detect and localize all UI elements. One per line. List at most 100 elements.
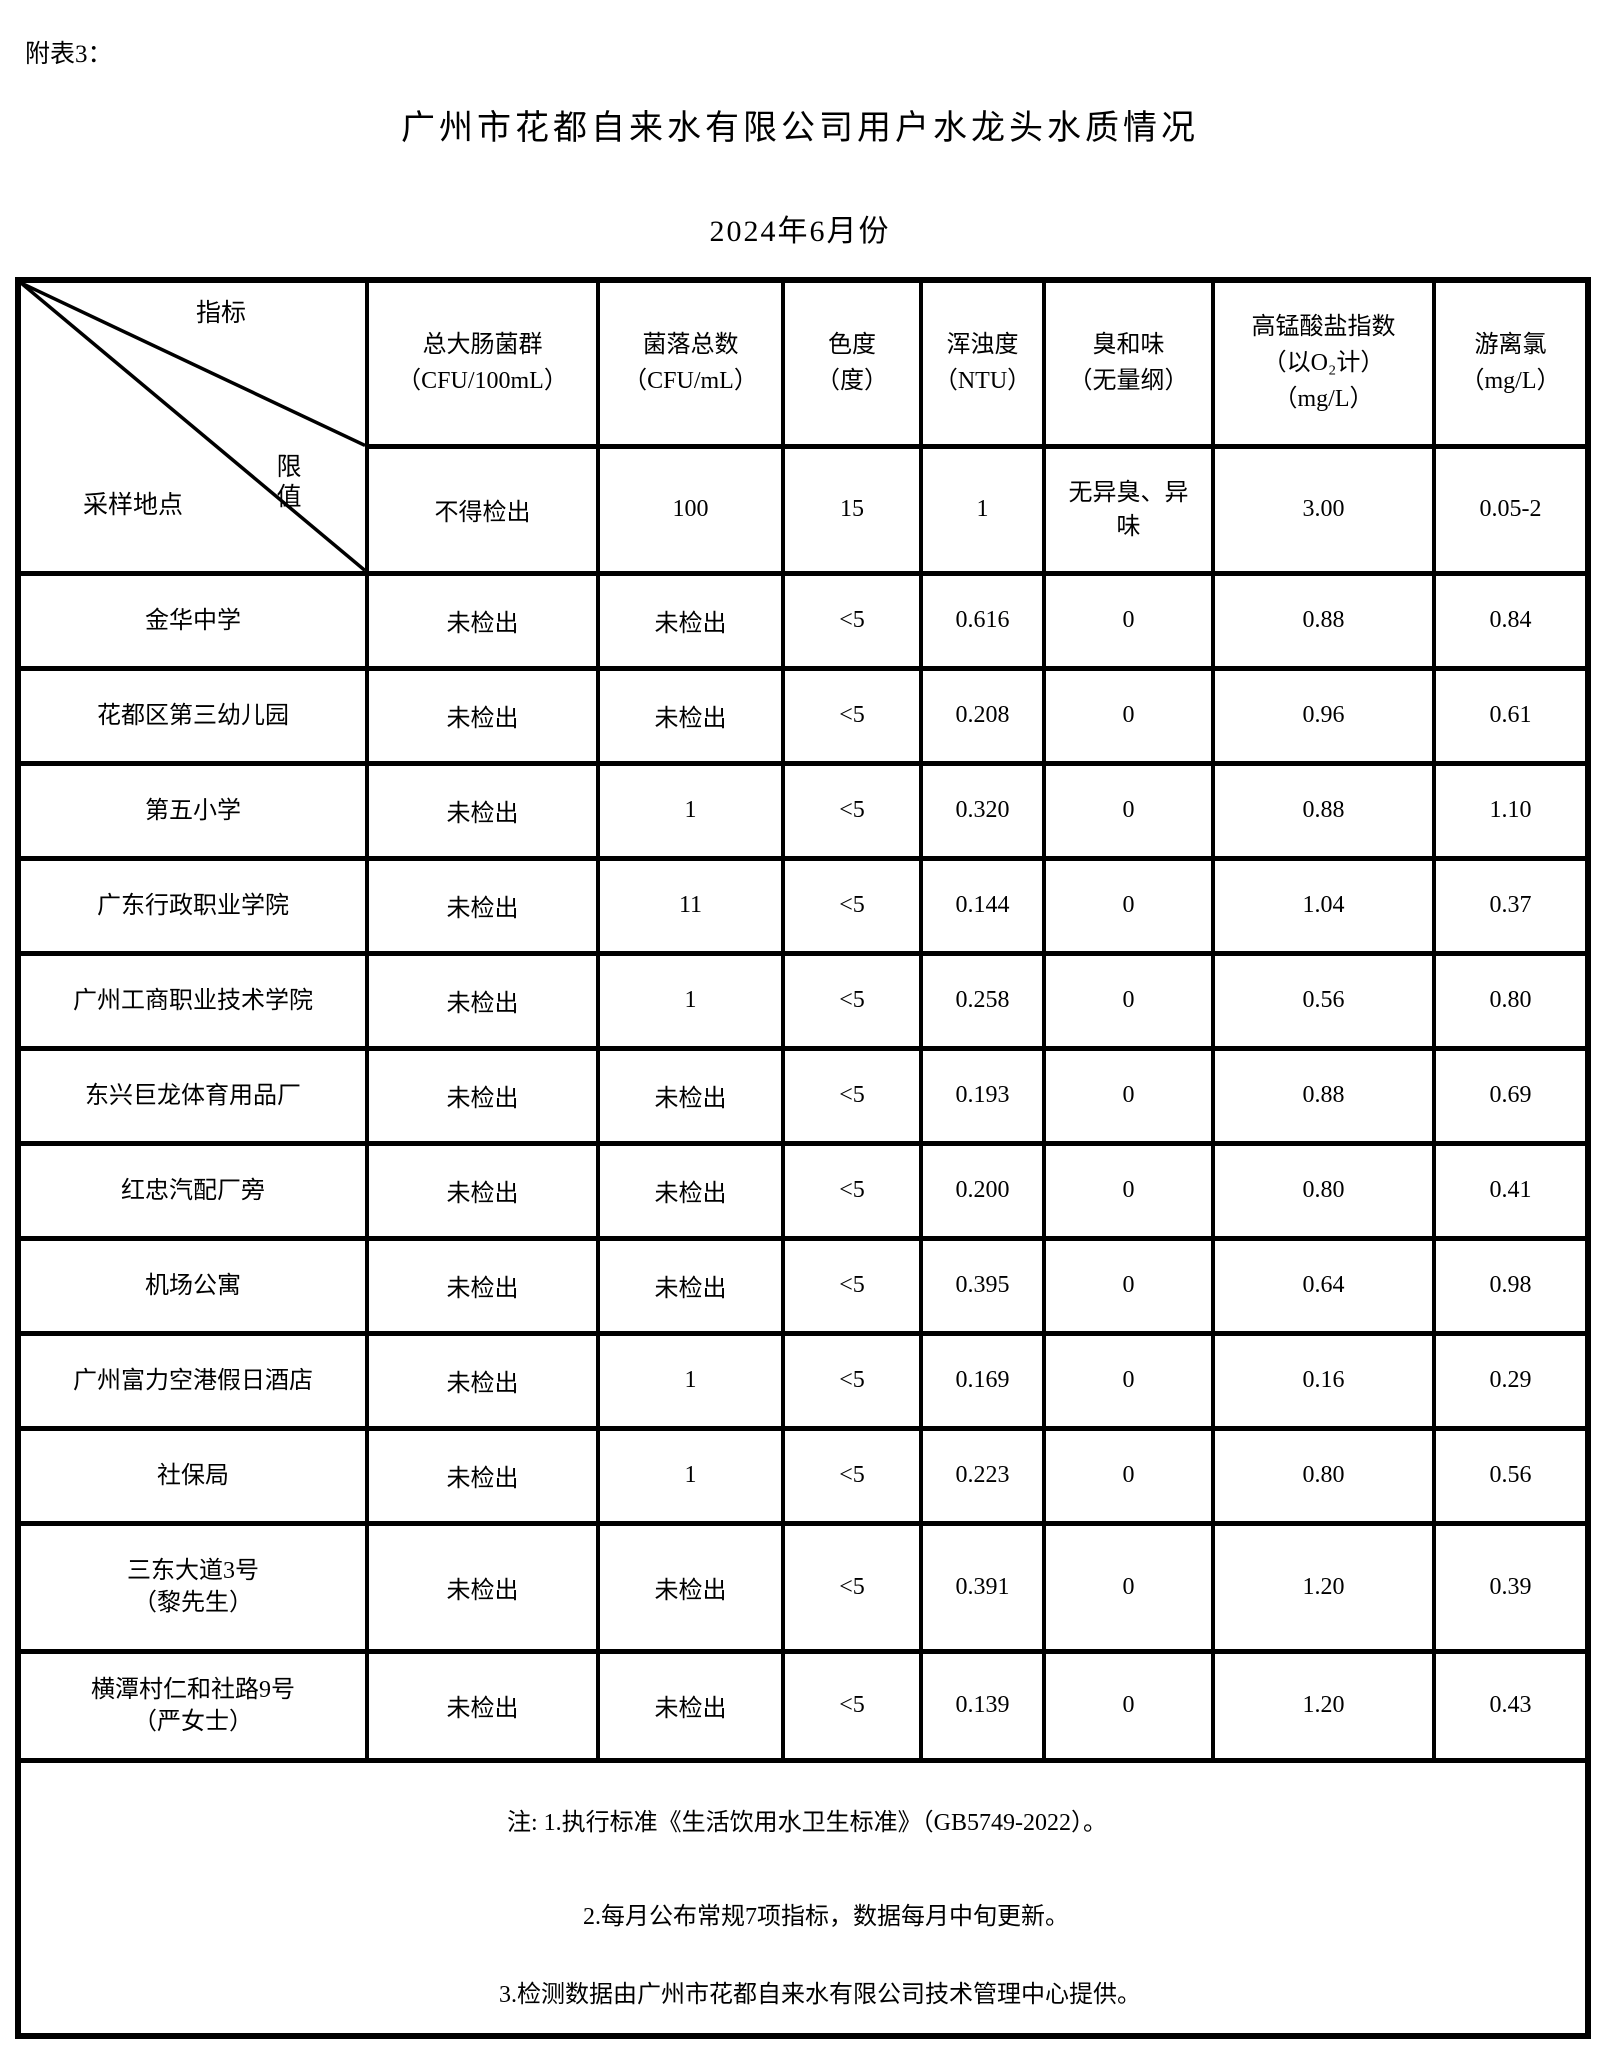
data-cell: 0.64 xyxy=(1211,1235,1436,1336)
location-name: 三东大道3号 xyxy=(127,1558,259,1584)
data-cell: 未检出 xyxy=(365,855,600,956)
data-cell: 0.139 xyxy=(919,1648,1046,1763)
limit-cell: 0.05-2 xyxy=(1432,443,1590,576)
header-row: 指标 限值 采样地点 总大肠菌群 （CFU/100mL） 菌落总数 （CFU/m… xyxy=(16,277,1590,576)
data-cell: <5 xyxy=(781,1648,923,1763)
data-cell: <5 xyxy=(781,665,923,766)
column-header-line: （mg/L） xyxy=(1460,368,1561,395)
table-row: 东兴巨龙体育用品厂 未检出 未检出 <5 0.193 0 0.88 0.69 xyxy=(16,1045,1590,1146)
data-cell: 未检出 xyxy=(596,665,785,766)
data-cell: 1 xyxy=(596,1330,785,1431)
data-cell: 0.56 xyxy=(1211,950,1436,1051)
note-line: 3.检测数据由广州市花都自来水有限公司技术管理中心提供。 xyxy=(499,1981,1141,2008)
data-cell: <5 xyxy=(781,570,923,671)
data-cell: 0.98 xyxy=(1432,1235,1590,1336)
column-header-line: （NTU） xyxy=(933,368,1032,395)
data-cell: 未检出 xyxy=(596,1648,785,1763)
data-cell: 未检出 xyxy=(365,1045,600,1146)
data-cell: 0.320 xyxy=(919,760,1046,861)
table-row: 广州富力空港假日酒店 未检出 1 <5 0.169 0 0.16 0.29 xyxy=(16,1330,1590,1431)
data-cell: 0.80 xyxy=(1432,950,1590,1051)
data-cell: 1.20 xyxy=(1211,1648,1436,1763)
location-cell: 三东大道3号 （黎先生） xyxy=(16,1520,369,1654)
data-cell: 0.193 xyxy=(919,1045,1046,1146)
location-cell: 广东行政职业学院 xyxy=(16,855,369,956)
data-cell: 1.04 xyxy=(1211,855,1436,956)
data-cell: 0 xyxy=(1042,1045,1215,1146)
column-header-line: 游离氯 xyxy=(1474,332,1547,359)
data-cell: <5 xyxy=(781,1045,923,1146)
limit-cell: 不得检出 xyxy=(365,443,600,576)
data-cell: 0 xyxy=(1042,570,1215,671)
data-cell: 0.88 xyxy=(1211,760,1436,861)
limit-cell: 无异臭、异味 xyxy=(1042,443,1215,576)
column-header-line: （无量纲） xyxy=(1068,368,1189,395)
limit-cell: 1 xyxy=(919,443,1046,576)
data-cell: 0.208 xyxy=(919,665,1046,766)
table-row: 第五小学 未检出 1 <5 0.320 0 0.88 1.10 xyxy=(16,760,1590,861)
table-row: 三东大道3号 （黎先生） 未检出 未检出 <5 0.391 0 1.20 0.3… xyxy=(16,1520,1590,1654)
data-cell: 0 xyxy=(1042,1235,1215,1336)
column-header-line: 菌落总数 xyxy=(642,332,739,359)
column-header-line: 臭和味 xyxy=(1092,332,1165,359)
location-name: 金华中学 xyxy=(145,607,241,634)
location-cell: 机场公寓 xyxy=(16,1235,369,1336)
column-header-line: 色度 xyxy=(828,332,876,359)
data-cell: <5 xyxy=(781,1140,923,1241)
column-header-turbidity: 浑浊度 （NTU） xyxy=(919,277,1046,449)
data-cell: 0.88 xyxy=(1211,570,1436,671)
corner-header-cell: 指标 限值 采样地点 xyxy=(16,277,369,576)
data-cell: 未检出 xyxy=(365,665,600,766)
location-name: 广州工商职业技术学院 xyxy=(73,987,313,1014)
column-header-line: （CFU/mL） xyxy=(623,368,758,395)
data-cell: 0.391 xyxy=(919,1520,1046,1654)
data-cell: 0.39 xyxy=(1432,1520,1590,1654)
data-cell: 0 xyxy=(1042,1648,1215,1763)
data-cell: 0.258 xyxy=(919,950,1046,1051)
table-row: 红忠汽配厂旁 未检出 未检出 <5 0.200 0 0.80 0.41 xyxy=(16,1140,1590,1241)
limit-cell: 3.00 xyxy=(1211,443,1436,576)
diagonal-lines-icon xyxy=(22,285,363,568)
data-cell: 0 xyxy=(1042,1330,1215,1431)
limit-cell-text: 无异臭、异味 xyxy=(1068,479,1189,540)
table-row: 花都区第三幼儿园 未检出 未检出 <5 0.208 0 0.96 0.61 xyxy=(16,665,1590,766)
location-name: 横潭村仁和社路9号 xyxy=(91,1676,295,1703)
limit-cell: 100 xyxy=(596,443,785,576)
table-row: 广州工商职业技术学院 未检出 1 <5 0.258 0 0.56 0.80 xyxy=(16,950,1590,1051)
data-cell: 0.69 xyxy=(1432,1045,1590,1146)
data-cell: <5 xyxy=(781,950,923,1051)
data-cell: 11 xyxy=(596,855,785,956)
location-cell: 东兴巨龙体育用品厂 xyxy=(16,1045,369,1146)
data-cell: 未检出 xyxy=(596,1235,785,1336)
data-cell: <5 xyxy=(781,855,923,956)
location-cell: 第五小学 xyxy=(16,760,369,861)
data-cell: 0.616 xyxy=(919,570,1046,671)
data-cell: 1 xyxy=(596,950,785,1051)
column-header-odor-taste: 臭和味 （无量纲） xyxy=(1042,277,1215,449)
data-cell: 0.61 xyxy=(1432,665,1590,766)
column-header-line: 总大肠菌群 xyxy=(422,332,543,359)
column-header-line: （度） xyxy=(816,368,888,395)
data-cell: <5 xyxy=(781,760,923,861)
limit-cell: 15 xyxy=(781,443,923,576)
column-header-color: 色度 （度） xyxy=(781,277,923,449)
water-quality-table: 指标 限值 采样地点 总大肠菌群 （CFU/100mL） 菌落总数 （CFU/m… xyxy=(15,277,1591,2039)
data-cell: 0 xyxy=(1042,1520,1215,1654)
location-cell: 广州工商职业技术学院 xyxy=(16,950,369,1051)
column-header-permanganate-index: 高锰酸盐指数 （以O₂计） （mg/L） xyxy=(1211,277,1436,449)
corner-location-label: 采样地点 xyxy=(83,492,184,519)
data-cell: 0.80 xyxy=(1211,1425,1436,1526)
limit-row: 不得检出 100 15 1 无异臭、异味 3.00 0.05-2 xyxy=(18,443,1590,576)
notes-row: 注: 1.执行标准《生活饮用水卫生标准》（GB5749-2022）。 2.每月公… xyxy=(16,1757,1590,2039)
column-header-free-chlorine: 游离氯 （mg/L） xyxy=(1432,277,1590,449)
data-cell: 0.56 xyxy=(1432,1425,1590,1526)
data-cell: 1 xyxy=(596,1425,785,1526)
location-cell: 花都区第三幼儿园 xyxy=(16,665,369,766)
location-sub: （严女士） xyxy=(133,1708,253,1735)
table-row: 金华中学 未检出 未检出 <5 0.616 0 0.88 0.84 xyxy=(16,570,1590,671)
data-cell: 0.41 xyxy=(1432,1140,1590,1241)
data-cell: 未检出 xyxy=(365,1520,600,1654)
data-cell: 0 xyxy=(1042,1425,1215,1526)
table-row: 社保局 未检出 1 <5 0.223 0 0.80 0.56 xyxy=(16,1425,1590,1526)
location-name: 社保局 xyxy=(157,1462,229,1489)
